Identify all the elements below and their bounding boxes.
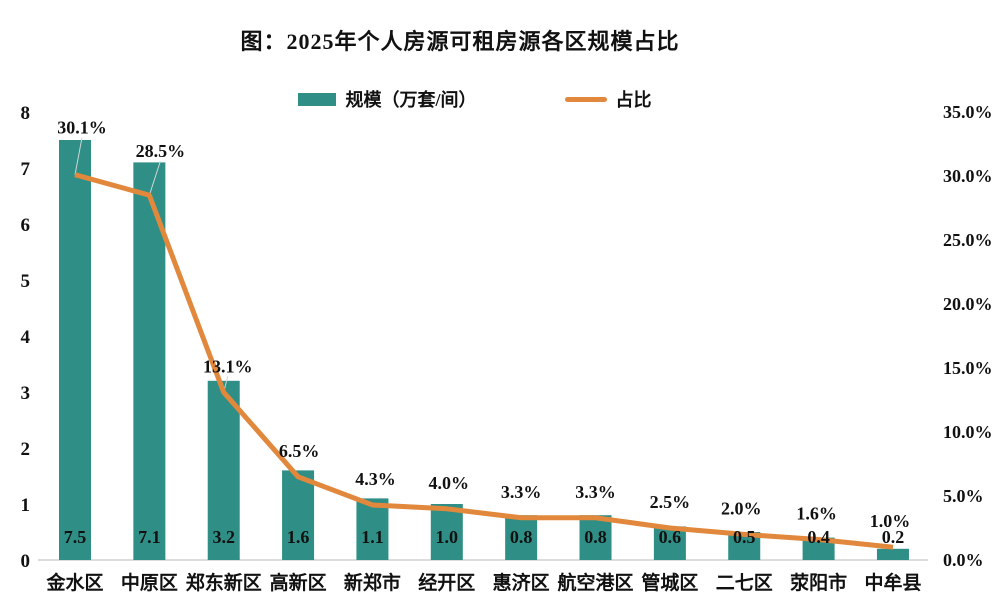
bar-value-label: 7.1 <box>138 527 161 547</box>
bar <box>356 498 389 560</box>
left-axis-tick: 1 <box>21 495 31 516</box>
bar-value-label: 1.6 <box>287 527 310 547</box>
chart-title: 图：2025年个人房源可租房源各区规模占比 <box>240 29 680 54</box>
legend-line-label: 占比 <box>615 90 652 110</box>
line-percent-label: 1.6% <box>796 504 837 524</box>
line-percent-label: 4.3% <box>355 469 396 489</box>
left-axis-tick: 3 <box>21 383 31 404</box>
line-series <box>74 172 894 550</box>
line-percent-label: 3.3% <box>575 482 616 502</box>
x-axis-category-label: 荥阳市 <box>790 571 847 594</box>
left-axis-tick: 5 <box>21 271 31 292</box>
left-axis-tick: 2 <box>21 439 31 460</box>
bar <box>876 548 909 560</box>
chart-legend: 规模（万套/间） 占比 <box>0 86 950 112</box>
line-percent-label: 3.3% <box>501 482 542 502</box>
right-axis-tick: 35.0% <box>943 102 993 122</box>
label-leader-line <box>74 137 83 175</box>
line-percent-label: 13.1% <box>203 356 253 376</box>
bar-value-label: 0.8 <box>510 527 533 547</box>
x-axis-category-label: 航空港区 <box>558 571 634 594</box>
right-axis-tick: 5.0% <box>943 486 984 506</box>
x-axis-category-label: 中原区 <box>121 571 178 594</box>
x-axis-category-label: 二七区 <box>716 572 773 594</box>
bar <box>579 515 612 560</box>
bar <box>207 380 240 560</box>
line-percent-label: 2.5% <box>650 492 691 512</box>
left-axis-tick: 7 <box>21 159 31 180</box>
x-axis-category-label: 经开区 <box>418 571 475 594</box>
x-axis-category-label: 金水区 <box>45 571 103 594</box>
left-axis-tick: 8 <box>21 103 31 124</box>
line-series-swatch-icon <box>564 96 607 102</box>
legend-item-scale: 规模（万套/间） <box>298 86 477 112</box>
bar-value-label: 3.2 <box>212 527 235 547</box>
line-percent-label: 28.5% <box>136 141 186 161</box>
right-axis-tick: 10.0% <box>943 422 993 442</box>
legend-bar-label: 规模（万套/间） <box>345 90 477 110</box>
bar-value-label: 1.1 <box>361 527 384 547</box>
x-axis-category-label: 高新区 <box>270 571 327 594</box>
line-percent-label: 2.0% <box>721 498 762 518</box>
bar-value-label: 0.6 <box>659 527 682 547</box>
bar <box>505 515 538 560</box>
line-percent-label: 4.0% <box>429 473 470 493</box>
bar-value-label: 7.5 <box>64 527 87 547</box>
legend-item-share: 占比 <box>564 86 652 112</box>
label-leader-line <box>148 161 161 196</box>
x-axis-category-label: 惠济区 <box>493 571 550 594</box>
right-axis-tick: 0.0% <box>943 550 984 570</box>
x-axis-category-label: 管城区 <box>641 571 698 594</box>
x-axis-category-label: 郑东新区 <box>186 571 262 594</box>
right-axis-tick: 30.0% <box>943 166 993 186</box>
right-axis-tick: 20.0% <box>943 294 993 314</box>
bar <box>430 504 463 560</box>
bar-value-label: 0.8 <box>584 527 607 547</box>
x-axis-category-label: 中牟县 <box>864 571 921 594</box>
right-axis-tick: 25.0% <box>943 230 993 250</box>
bar <box>802 537 835 560</box>
line-percent-label: 6.5% <box>279 441 320 461</box>
bar <box>653 526 686 560</box>
line-percent-label: 1.0% <box>870 511 911 531</box>
bar-value-label: 0.4 <box>807 527 830 547</box>
right-axis-tick: 15.0% <box>943 358 993 378</box>
x-axis-category-label: 新郑市 <box>344 571 401 594</box>
bar <box>282 470 315 560</box>
bar-value-label: 0.2 <box>882 527 905 547</box>
line-percent-label: 30.1% <box>57 118 107 138</box>
left-axis-tick: 4 <box>21 327 31 348</box>
bar <box>59 140 91 560</box>
left-axis-tick: 0 <box>21 551 31 572</box>
bar-value-label: 1.0 <box>436 527 459 547</box>
bar-value-label: 0.5 <box>733 527 756 547</box>
bar-series-swatch-icon <box>298 92 337 106</box>
left-axis-tick: 6 <box>21 215 31 236</box>
